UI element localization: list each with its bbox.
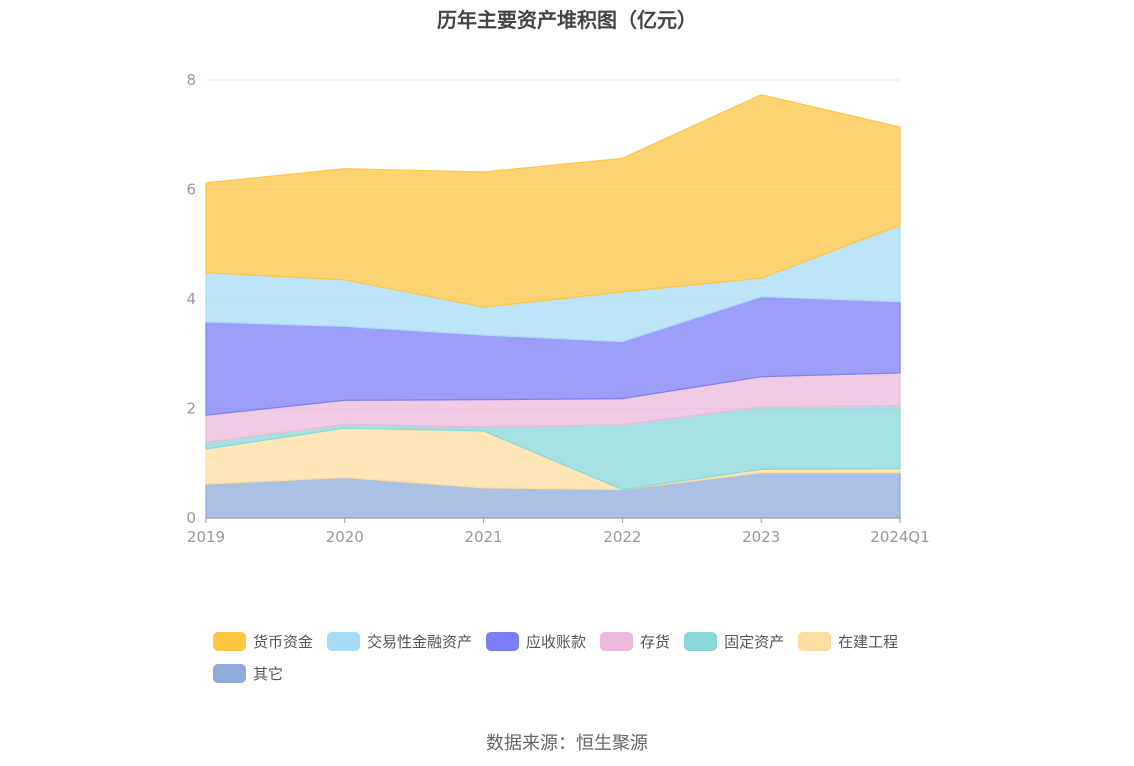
y-tick-label: 2: [186, 400, 196, 418]
x-tick-label: 2020: [326, 528, 364, 546]
x-tick-label: 2022: [603, 528, 641, 546]
axes: 0 2 4 6 8 2019 2020 2021 2022 2023 2024Q1: [186, 71, 929, 546]
legend-swatch: [327, 631, 361, 651]
legend-swatch: [213, 663, 246, 683]
legend-item[interactable]: 存货: [600, 630, 670, 652]
legend-item[interactable]: 固定资产: [684, 630, 784, 652]
area-series: [205, 94, 901, 519]
x-tick-label: 2024Q1: [870, 528, 930, 546]
legend-label: 应收账款: [526, 632, 587, 651]
legend-label: 货币资金: [253, 632, 314, 651]
y-tick-label: 6: [186, 181, 196, 199]
legend-item[interactable]: 交易性金融资产: [327, 630, 472, 652]
legend-swatch: [684, 631, 718, 651]
legend-label: 在建工程: [838, 632, 899, 651]
legend-swatch: [600, 631, 634, 651]
chart-title: 历年主要资产堆积图（亿元）: [437, 8, 697, 32]
y-tick-label: 8: [186, 71, 196, 89]
legend-item[interactable]: 应收账款: [486, 630, 586, 652]
legend-swatch: [798, 631, 832, 651]
x-tick-label: 2019: [187, 528, 225, 546]
area-series-6: [205, 94, 901, 308]
y-tick-label: 4: [186, 290, 196, 308]
legend-item[interactable]: 在建工程: [798, 630, 898, 652]
x-tick-label: 2023: [742, 528, 780, 546]
legend-label: 其它: [253, 664, 284, 683]
legend-swatch: [486, 631, 520, 651]
legend-swatch: [213, 631, 246, 651]
legend-item[interactable]: 货币资金: [213, 630, 313, 652]
legend-item[interactable]: 其它: [213, 662, 283, 684]
x-tick-label: 2021: [465, 528, 503, 546]
legend-label: 存货: [640, 632, 671, 651]
source-note: 数据来源：恒生聚源: [486, 733, 648, 754]
legend-label: 交易性金融资产: [367, 632, 473, 651]
legend: 货币资金 交易性金融资产 应收账款 存货 固定资产 在建工程其它: [213, 630, 973, 694]
y-tick-label: 0: [186, 509, 196, 527]
legend-label: 固定资产: [724, 632, 785, 651]
